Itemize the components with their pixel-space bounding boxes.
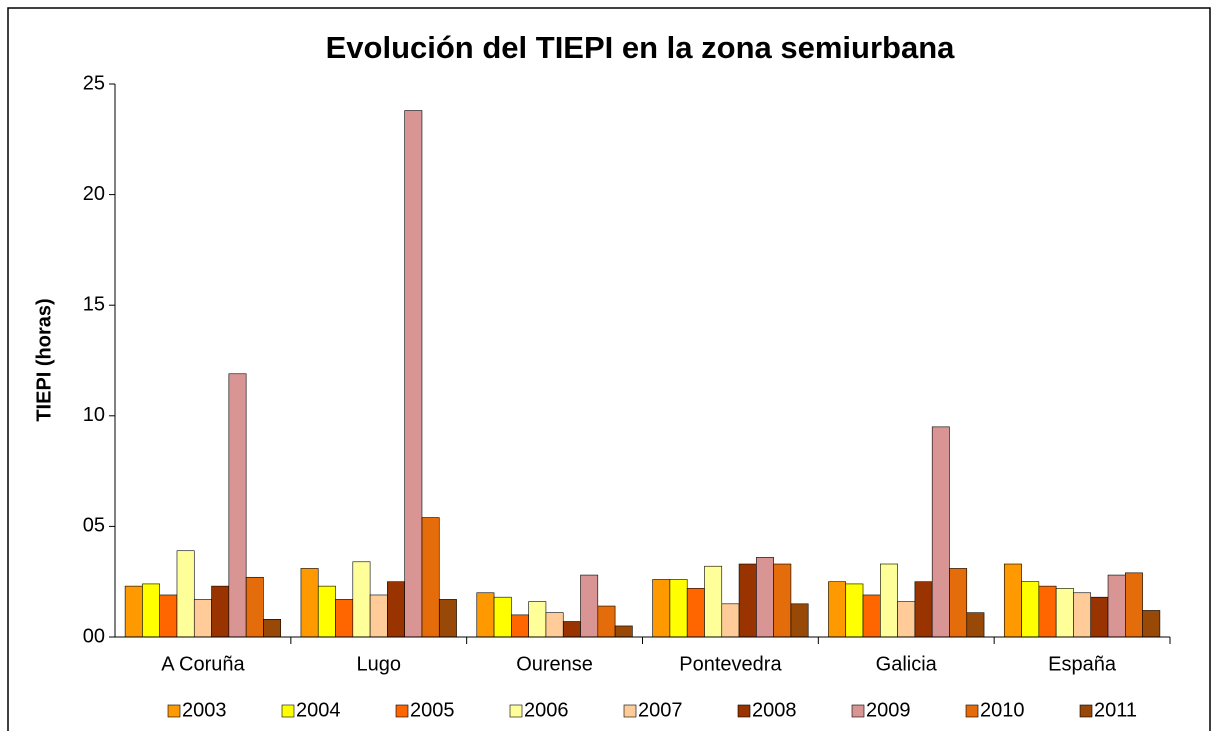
- legend-label: 2006: [524, 699, 569, 721]
- legend-swatch: [851, 704, 865, 718]
- bar: [1090, 596, 1109, 638]
- bar: [845, 583, 864, 638]
- bar: [652, 579, 671, 638]
- bar: [545, 612, 564, 638]
- legend-swatch: [623, 704, 637, 718]
- bar: [756, 557, 774, 638]
- bar: [1125, 572, 1143, 638]
- bar: [686, 588, 705, 638]
- x-tick-label: Lugo: [357, 653, 402, 675]
- x-tick-label: España: [1048, 653, 1117, 675]
- bar: [1021, 581, 1040, 638]
- legend-swatch: [965, 704, 979, 718]
- bar: [438, 599, 457, 638]
- bar: [1107, 574, 1126, 638]
- legend-swatch: [281, 704, 295, 718]
- bar: [880, 563, 898, 638]
- bar: [528, 601, 547, 638]
- bar: [1003, 563, 1022, 638]
- bar: [142, 583, 160, 638]
- bar: [669, 579, 688, 638]
- bar: [511, 614, 529, 638]
- bar: [263, 619, 282, 638]
- legend-label: 2007: [638, 699, 683, 721]
- bar: [949, 568, 968, 638]
- x-tick-label: Ourense: [516, 653, 593, 675]
- legend-label: 2008: [752, 699, 797, 721]
- legend-label: 2011: [1094, 699, 1137, 721]
- bar: [704, 565, 723, 638]
- bar: [300, 568, 319, 638]
- bar: [335, 599, 354, 638]
- bar: [1073, 592, 1092, 638]
- bar: [1142, 610, 1161, 638]
- y-tick-label: 20: [83, 183, 105, 205]
- bar: [387, 581, 405, 638]
- bar: [369, 594, 388, 638]
- bar: [476, 592, 495, 638]
- bar: [228, 373, 247, 638]
- bar: [614, 625, 633, 638]
- y-tick-label: 25: [83, 72, 105, 94]
- legend-label: 2010: [980, 699, 1025, 721]
- bar: [738, 563, 757, 638]
- legend-swatch: [737, 704, 751, 718]
- bar: [966, 612, 985, 638]
- x-tick-label: Galicia: [876, 653, 938, 675]
- bar: [421, 517, 440, 638]
- legend-swatch: [167, 704, 181, 718]
- bar: [562, 621, 581, 638]
- bar: [493, 596, 512, 638]
- legend-swatch: [509, 704, 523, 718]
- bar: [828, 581, 847, 638]
- y-tick-label: 10: [83, 404, 105, 426]
- y-tick-label: 05: [83, 515, 105, 537]
- bar: [404, 110, 423, 638]
- bar: [176, 550, 195, 638]
- legend-swatch: [395, 704, 409, 718]
- chart-title: Evolución del TIEPI en la zona semiurban…: [326, 30, 956, 65]
- legend-label: 2003: [182, 699, 227, 721]
- bar: [245, 576, 264, 638]
- bar: [914, 581, 933, 638]
- legend-label: 2004: [296, 699, 341, 721]
- bar: [1055, 588, 1074, 638]
- bar: [597, 605, 616, 638]
- bar: [1038, 585, 1057, 638]
- bar: [773, 563, 792, 638]
- legend-label: 2005: [410, 699, 455, 721]
- legend-swatch: [1079, 704, 1093, 718]
- bar: [931, 426, 950, 638]
- legend-label: 2009: [866, 699, 911, 721]
- bar: [211, 585, 230, 638]
- bar: [124, 585, 143, 638]
- bar: [352, 561, 371, 638]
- bar: [790, 603, 809, 638]
- bar: [159, 594, 178, 638]
- bar: [721, 603, 740, 638]
- y-tick-label: 15: [83, 293, 105, 315]
- y-axis-label: TIEPI (horas): [33, 298, 55, 421]
- x-tick-label: Pontevedra: [679, 653, 782, 675]
- bar: [897, 601, 916, 638]
- x-tick-label: A Coruña: [161, 653, 245, 675]
- bar: [193, 599, 212, 638]
- bar: [862, 594, 881, 638]
- y-tick-label: 00: [83, 625, 105, 647]
- bar: [580, 574, 599, 638]
- bar: [317, 585, 336, 638]
